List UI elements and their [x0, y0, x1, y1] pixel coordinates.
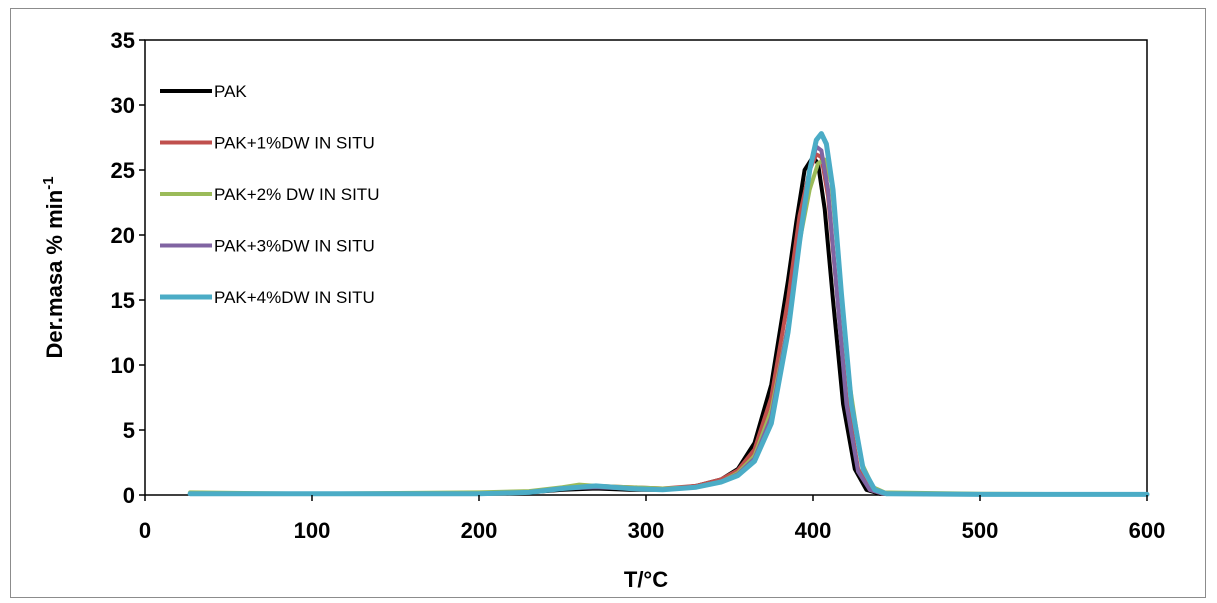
chart-frame	[10, 8, 1206, 598]
legend: PAK PAK+1%DW IN SITU PAK+2% DW IN SITU PAK+…	[160, 82, 379, 307]
legend-label: PAK+1%DW IN SITU	[214, 134, 375, 153]
y-tick-label: 10	[111, 353, 135, 378]
x-tick-label: 200	[461, 518, 498, 543]
x-tick-label: 500	[962, 518, 999, 543]
y-axis-title-main: Der.masa % min	[42, 190, 67, 359]
x-tick-label: 0	[139, 518, 151, 543]
x-tick-label: 600	[1129, 518, 1166, 543]
series-layer	[187, 131, 1150, 497]
legend-label: PAK+4%DW IN SITU	[214, 288, 375, 307]
y-tick-label: 20	[111, 223, 135, 248]
y-axis-title-superscript: -1	[40, 176, 57, 189]
axes-layer: 0 5 10 15 20 25 30 35 0 100 200 300 400 500 600	[111, 28, 1166, 543]
x-tick-label: 400	[795, 518, 832, 543]
x-axis-title: T/°C	[624, 567, 668, 592]
plot-border	[144, 39, 1148, 496]
y-tick-label: 5	[123, 418, 135, 443]
legend-label: PAK+3%DW IN SITU	[214, 237, 375, 256]
x-tick-label: 100	[294, 518, 331, 543]
legend-label: PAK+2% DW IN SITU	[214, 185, 379, 204]
series-line	[188, 152, 1149, 497]
series-line	[188, 157, 1149, 497]
plot-area	[144, 39, 1148, 496]
series-line	[188, 155, 1149, 497]
y-tick-label: 0	[123, 483, 135, 508]
y-tick-label: 25	[111, 158, 135, 183]
y-axis-title: Der.masa % min-1	[40, 176, 67, 358]
y-tick-label: 35	[111, 28, 135, 53]
y-tick-label: 15	[111, 288, 135, 313]
legend-label: PAK	[214, 82, 247, 101]
y-tick-label: 30	[111, 93, 135, 118]
x-tick-label: 300	[628, 518, 665, 543]
series-line	[187, 131, 1150, 497]
